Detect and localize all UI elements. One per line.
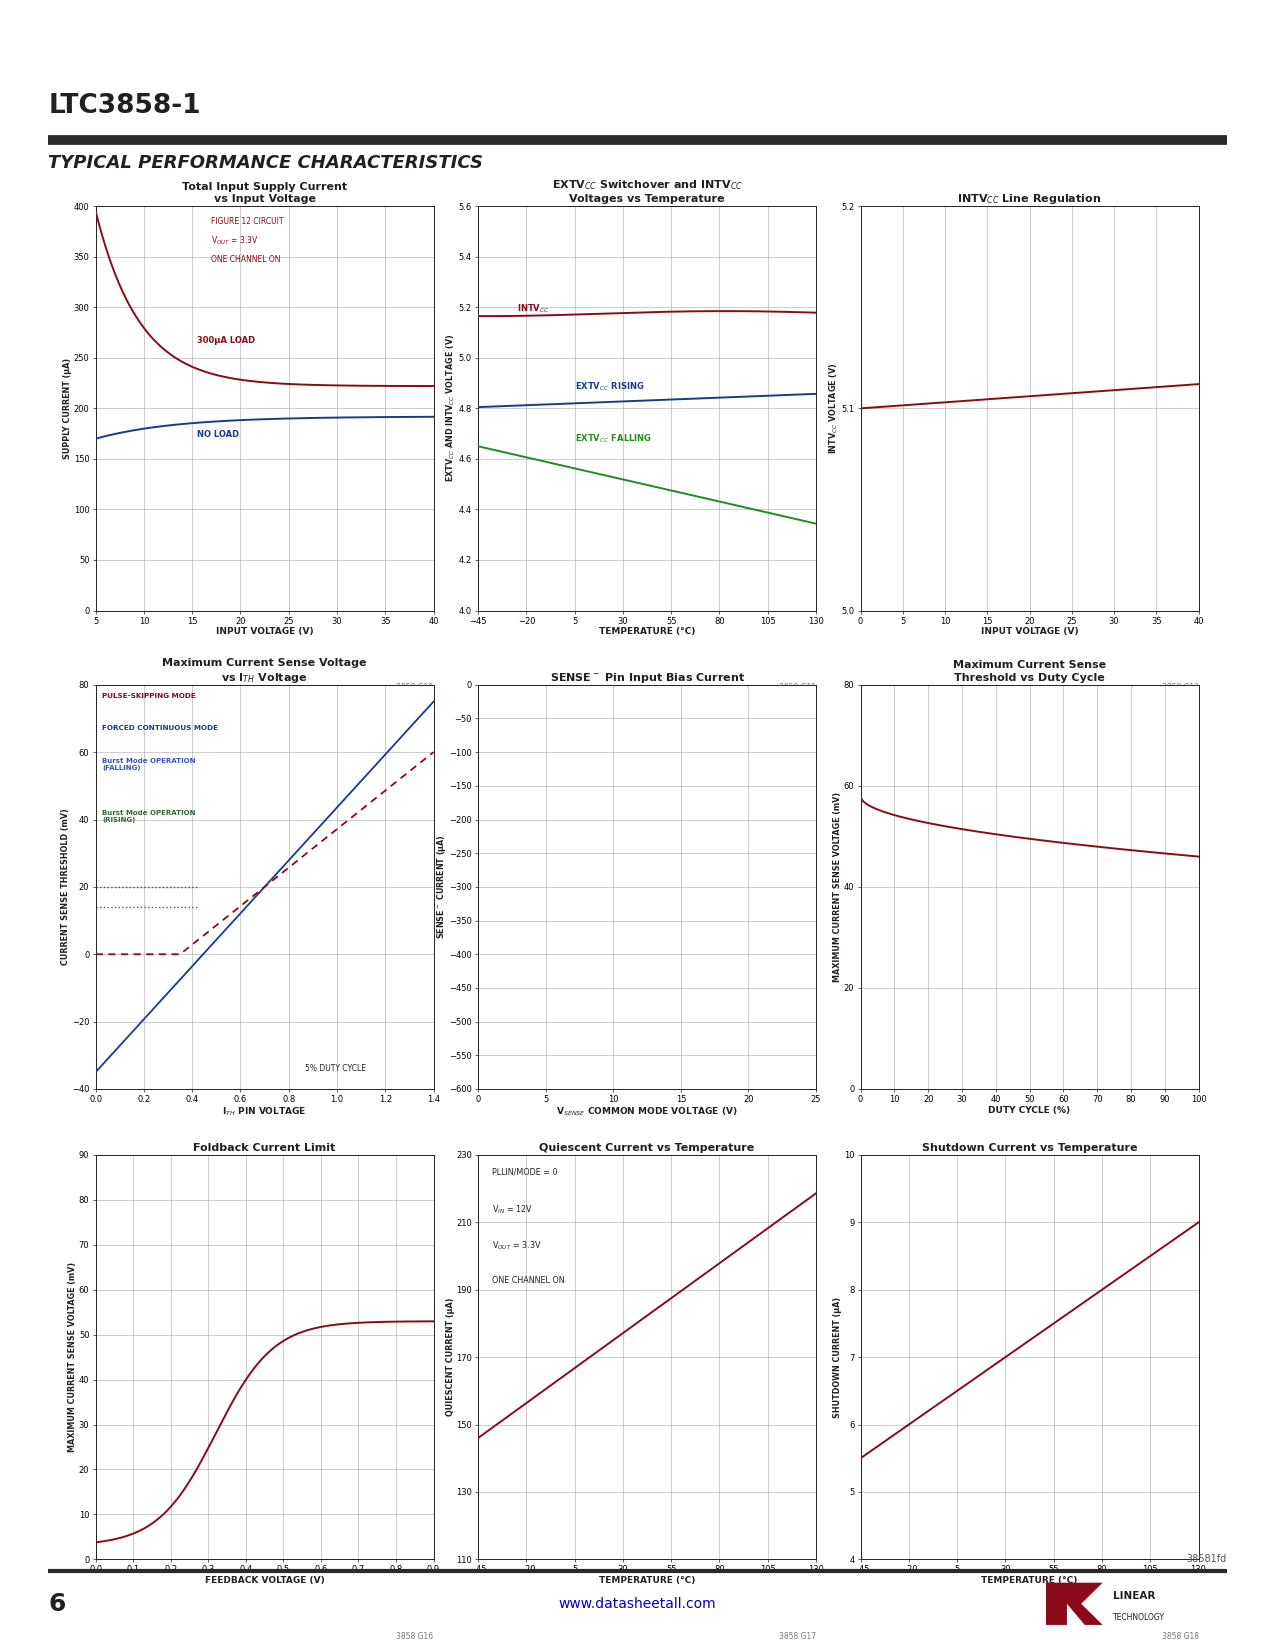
Text: 3858 G11: 3858 G11 <box>779 683 816 693</box>
Text: 3858 G17: 3858 G17 <box>779 1632 816 1642</box>
X-axis label: TEMPERATURE (°C): TEMPERATURE (°C) <box>599 1576 695 1586</box>
Text: V$_{OUT}$ = 3.3V: V$_{OUT}$ = 3.3V <box>212 234 259 248</box>
Y-axis label: EXTV$_{CC}$ AND INTV$_{CC}$ VOLTAGE (V): EXTV$_{CC}$ AND INTV$_{CC}$ VOLTAGE (V) <box>445 335 458 482</box>
Text: FIGURE 12 CIRCUIT: FIGURE 12 CIRCUIT <box>212 218 284 226</box>
Text: TECHNOLOGY: TECHNOLOGY <box>1113 1612 1165 1622</box>
Text: EXTV$_{CC}$ RISING: EXTV$_{CC}$ RISING <box>575 381 644 393</box>
Y-axis label: CURRENT SENSE THRESHOLD (mV): CURRENT SENSE THRESHOLD (mV) <box>61 808 70 965</box>
Title: INTV$_{CC}$ Line Regulation: INTV$_{CC}$ Line Regulation <box>958 191 1102 206</box>
X-axis label: TEMPERATURE (°C): TEMPERATURE (°C) <box>599 627 695 637</box>
Text: 3858 G16: 3858 G16 <box>397 1632 434 1642</box>
Text: 3858 G12: 3858 G12 <box>1162 683 1198 693</box>
Y-axis label: MAXIMUM CURRENT SENSE VOLTAGE (mV): MAXIMUM CURRENT SENSE VOLTAGE (mV) <box>69 1262 78 1452</box>
Text: PLLIN/MODE = 0: PLLIN/MODE = 0 <box>492 1167 557 1176</box>
Text: V$_{IN}$ = 12V: V$_{IN}$ = 12V <box>492 1203 533 1216</box>
Text: ONE CHANNEL ON: ONE CHANNEL ON <box>212 254 280 264</box>
Text: NO LOAD: NO LOAD <box>198 429 240 439</box>
Text: 38581fd: 38581fd <box>1186 1554 1227 1564</box>
Title: Foldback Current Limit: Foldback Current Limit <box>194 1143 335 1153</box>
Text: 3858 G14: 3858 G14 <box>779 1162 816 1172</box>
Text: 300μA LOAD: 300μA LOAD <box>198 335 255 345</box>
X-axis label: FEEDBACK VOLTAGE (V): FEEDBACK VOLTAGE (V) <box>205 1576 324 1586</box>
Text: 5% DUTY CYCLE: 5% DUTY CYCLE <box>305 1064 366 1072</box>
X-axis label: INPUT VOLTAGE (V): INPUT VOLTAGE (V) <box>215 627 314 637</box>
Y-axis label: QUIESCENT CURRENT (μA): QUIESCENT CURRENT (μA) <box>445 1299 455 1416</box>
Text: Burst Mode OPERATION
(RISING): Burst Mode OPERATION (RISING) <box>102 810 196 823</box>
Text: Burst Mode OPERATION
(FALLING): Burst Mode OPERATION (FALLING) <box>102 757 196 771</box>
Polygon shape <box>1046 1582 1103 1625</box>
Y-axis label: SHUTDOWN CURRENT (μA): SHUTDOWN CURRENT (μA) <box>834 1297 843 1417</box>
X-axis label: DUTY CYCLE (%): DUTY CYCLE (%) <box>988 1106 1071 1115</box>
Title: Maximum Current Sense Voltage
vs I$_{TH}$ Voltage: Maximum Current Sense Voltage vs I$_{TH}… <box>162 658 367 685</box>
Text: V$_{OUT}$ = 3.3V: V$_{OUT}$ = 3.3V <box>492 1239 541 1252</box>
Title: Total Input Supply Current
vs Input Voltage: Total Input Supply Current vs Input Volt… <box>182 182 347 205</box>
Y-axis label: INTV$_{CC}$ VOLTAGE (V): INTV$_{CC}$ VOLTAGE (V) <box>827 363 840 454</box>
Title: SENSE$^-$ Pin Input Bias Current: SENSE$^-$ Pin Input Bias Current <box>550 670 745 685</box>
Text: www.datasheetall.com: www.datasheetall.com <box>558 1597 717 1610</box>
Text: TYPICAL PERFORMANCE CHARACTERISTICS: TYPICAL PERFORMANCE CHARACTERISTICS <box>48 153 483 172</box>
Text: EXTV$_{CC}$ FALLING: EXTV$_{CC}$ FALLING <box>575 432 652 446</box>
Title: Quiescent Current vs Temperature: Quiescent Current vs Temperature <box>539 1143 755 1153</box>
Y-axis label: SENSE$^-$ CURRENT (μA): SENSE$^-$ CURRENT (μA) <box>435 835 448 939</box>
X-axis label: I$_{TH}$ PIN VOLTAGE: I$_{TH}$ PIN VOLTAGE <box>222 1106 307 1119</box>
Title: Maximum Current Sense
Threshold vs Duty Cycle: Maximum Current Sense Threshold vs Duty … <box>952 660 1107 683</box>
Title: Shutdown Current vs Temperature: Shutdown Current vs Temperature <box>922 1143 1137 1153</box>
Text: 3858 G10: 3858 G10 <box>397 683 434 693</box>
X-axis label: INPUT VOLTAGE (V): INPUT VOLTAGE (V) <box>980 627 1079 637</box>
Text: 3858 G13: 3858 G13 <box>397 1162 434 1172</box>
Text: LTC3858-1: LTC3858-1 <box>48 92 201 119</box>
Title: EXTV$_{CC}$ Switchover and INTV$_{CC}$
Voltages vs Temperature: EXTV$_{CC}$ Switchover and INTV$_{CC}$ V… <box>552 178 742 205</box>
Text: PULSE-SKIPPING MODE: PULSE-SKIPPING MODE <box>102 693 196 700</box>
Text: INTV$_{CC}$: INTV$_{CC}$ <box>516 302 550 315</box>
X-axis label: V$_{SENSE}$ COMMON MODE VOLTAGE (V): V$_{SENSE}$ COMMON MODE VOLTAGE (V) <box>556 1106 738 1119</box>
Y-axis label: MAXIMUM CURRENT SENSE VOLTAGE (mV): MAXIMUM CURRENT SENSE VOLTAGE (mV) <box>834 792 843 982</box>
Text: 3858 G18: 3858 G18 <box>1162 1632 1198 1642</box>
Text: LINEAR: LINEAR <box>1113 1591 1155 1600</box>
Text: 6: 6 <box>48 1592 66 1615</box>
X-axis label: TEMPERATURE (°C): TEMPERATURE (°C) <box>982 1576 1077 1586</box>
Text: ONE CHANNEL ON: ONE CHANNEL ON <box>492 1277 565 1285</box>
Text: 3858 G15: 3858 G15 <box>1162 1162 1198 1172</box>
Y-axis label: SUPPLY CURRENT (μA): SUPPLY CURRENT (μA) <box>62 358 73 459</box>
Text: FORCED CONTINUOUS MODE: FORCED CONTINUOUS MODE <box>102 726 218 731</box>
